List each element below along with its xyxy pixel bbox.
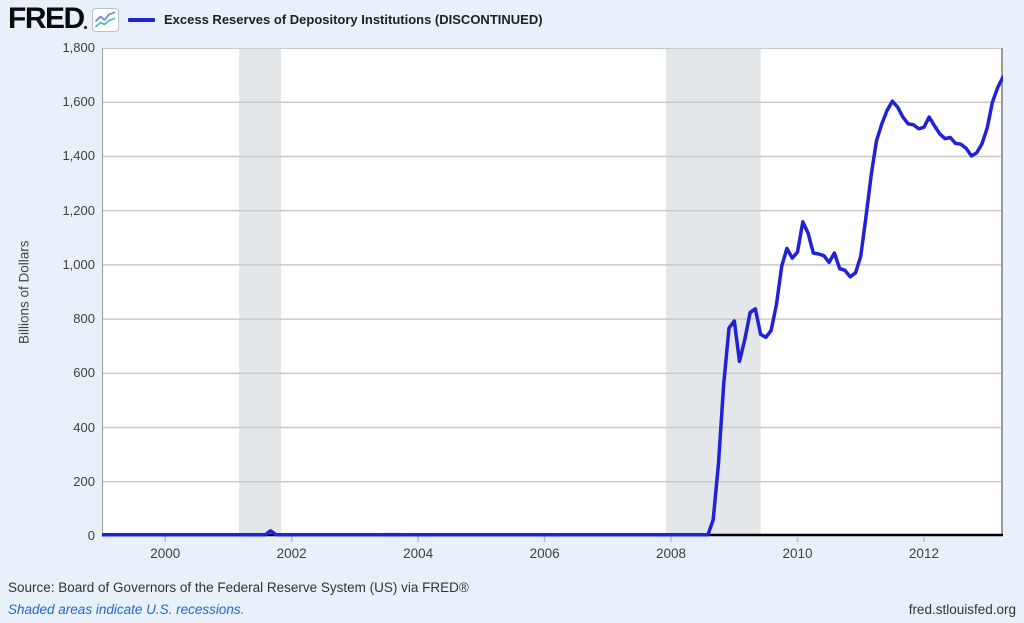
recession-band <box>665 48 761 536</box>
y-tick-label: 1,000 <box>62 256 95 272</box>
legend-series-label: Excess Reserves of Depository Institutio… <box>164 12 543 27</box>
y-tick-label: 1,400 <box>62 148 95 164</box>
plot-area <box>102 48 1003 542</box>
y-tick-label: 1,600 <box>62 94 95 110</box>
chart-legend: Excess Reserves of Depository Institutio… <box>128 12 543 27</box>
y-tick-label: 200 <box>73 473 95 489</box>
y-tick-label: 1,800 <box>62 40 95 55</box>
legend-line-swatch <box>128 17 155 22</box>
y-tick-label: 800 <box>73 311 95 327</box>
y-axis-title: Billions of Dollars <box>16 240 32 344</box>
x-tick-label: 2012 <box>908 546 939 561</box>
plot-background <box>102 48 1003 536</box>
fred-logo: FRED <box>8 2 85 35</box>
x-tick-label: 2000 <box>150 546 181 561</box>
fred-sparkline-icon <box>92 8 119 32</box>
x-tick-label: 2006 <box>529 546 560 561</box>
y-tick-label: 400 <box>73 419 95 435</box>
y-tick-label: 0 <box>87 528 95 543</box>
fred-logo-trademark-dot <box>84 26 87 29</box>
y-tick-label: 600 <box>73 365 95 381</box>
x-tick-label: 2010 <box>782 546 813 561</box>
site-url: fred.stlouisfed.org <box>908 602 1016 617</box>
x-tick-label: 2002 <box>276 546 307 561</box>
recession-note-link[interactable]: Shaded areas indicate U.S. recessions. <box>8 602 245 617</box>
y-tick-label: 1,200 <box>62 202 95 218</box>
x-tick-label: 2008 <box>656 546 687 561</box>
source-note: Source: Board of Governors of the Federa… <box>8 580 469 595</box>
x-tick-label: 2004 <box>403 546 434 561</box>
data-line <box>102 75 1003 537</box>
recession-band <box>239 48 282 536</box>
